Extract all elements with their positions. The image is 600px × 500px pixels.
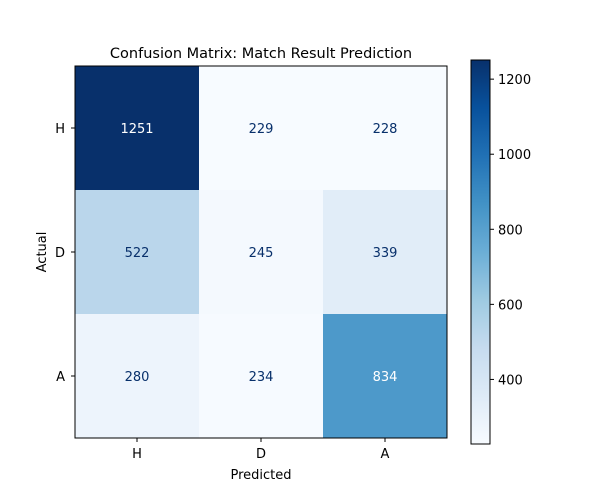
heatmap-cell	[199, 314, 324, 439]
heatmap-cell-labels: 1251 229 228 522 245 339 280 234 834	[120, 122, 397, 385]
heatmap-cell	[323, 66, 448, 191]
colorbar-tick-label: 600	[498, 298, 523, 313]
x-tick-label: D	[256, 447, 266, 462]
y-tick-label: H	[55, 122, 65, 137]
cell-value-label: 834	[373, 370, 398, 385]
heatmap-cell	[75, 314, 200, 439]
colorbar-ticks: 400 600 800 1000 1200	[490, 73, 531, 388]
cell-value-label: 228	[373, 122, 398, 137]
x-tick-label: H	[132, 447, 142, 462]
y-axis-label: Actual	[35, 232, 50, 273]
heatmap-cell	[199, 190, 324, 315]
x-axis-label: Predicted	[230, 468, 291, 483]
cell-value-label: 339	[373, 246, 398, 261]
y-axis: H D A	[55, 122, 75, 385]
heatmap-cell	[75, 66, 200, 191]
y-tick-label: A	[56, 370, 65, 385]
heatmap-cells	[75, 66, 448, 439]
heatmap-cell	[75, 190, 200, 315]
cell-value-label: 1251	[120, 122, 153, 137]
heatmap-cell	[323, 190, 448, 315]
cell-value-label: 234	[249, 370, 274, 385]
colorbar-tick-label: 400	[498, 373, 523, 388]
colorbar	[470, 59, 491, 445]
heatmap-cell	[323, 314, 448, 439]
cell-value-label: 522	[125, 246, 150, 261]
colorbar-tick-label: 800	[498, 223, 523, 238]
cell-value-label: 245	[249, 246, 274, 261]
chart-title: Confusion Matrix: Match Result Predictio…	[110, 46, 412, 62]
cell-value-label: 229	[249, 122, 274, 137]
colorbar-tick-label: 1000	[498, 148, 531, 163]
cell-value-label: 280	[125, 370, 150, 385]
x-tick-label: A	[381, 447, 390, 462]
y-tick-label: D	[55, 246, 65, 261]
colorbar-tick-label: 1200	[498, 73, 531, 88]
heatmap-cell	[199, 66, 324, 191]
